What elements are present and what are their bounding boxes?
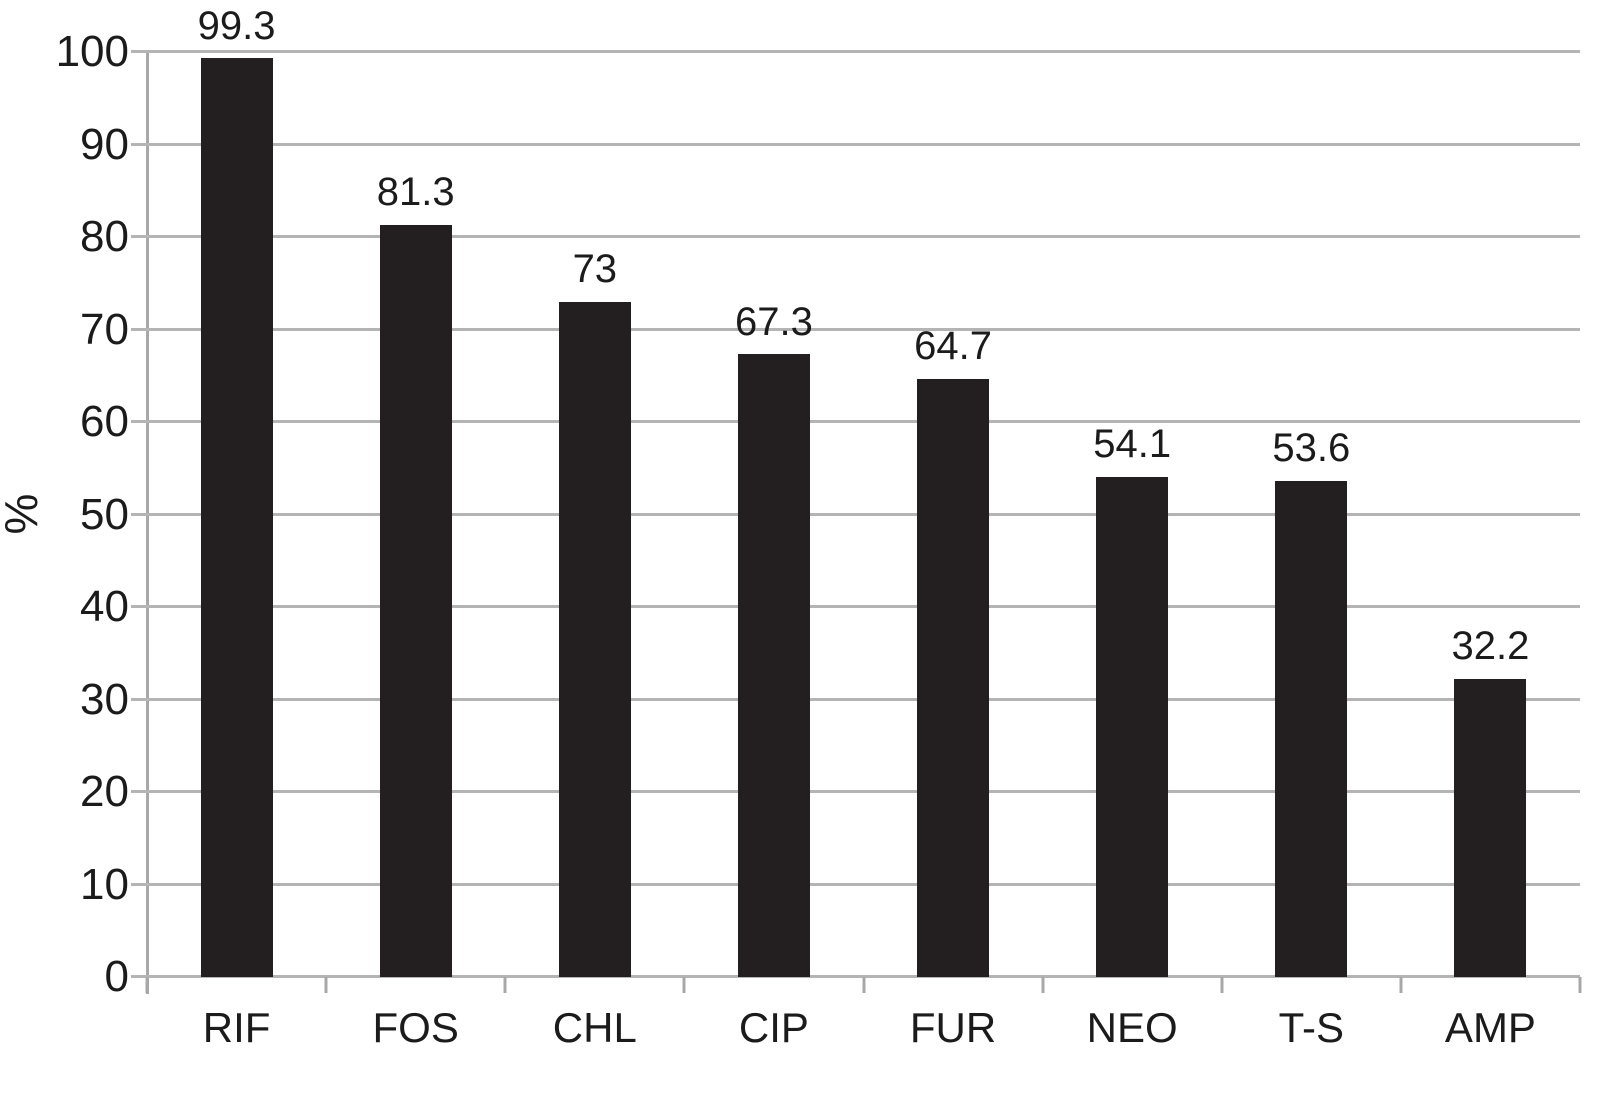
x-category-label: CHL [552,1004,637,1051]
x-axis-tick [324,977,328,993]
y-tick-label: 90 [80,119,129,169]
y-axis-line [146,52,149,994]
bar-value-label: 99.3 [197,3,276,48]
gridline [131,790,1580,793]
bar-value-label: 81.3 [376,170,455,215]
bar-cip [737,354,810,977]
bar-t-s [1275,481,1348,977]
gridline [131,142,1580,146]
y-tick-label: 40 [80,582,129,631]
gridline [131,235,1580,238]
gridline [131,327,1580,331]
plot-area: 0 10 20 30 40 50 60 70 80 90 100 99.3 RIF 81.3 FOS 73 CH… [56,4,1582,1051]
y-tick-label: 50 [80,489,129,539]
x-axis-tick [1220,977,1224,993]
x-axis-tick [503,977,507,993]
y-axis-title: % [0,493,48,535]
y-tick-label: 80 [80,212,129,261]
bar-fur [917,378,990,977]
x-axis-tick [1399,977,1403,993]
y-tick-label: 100 [55,27,129,76]
x-category-label: NEO [1086,1004,1178,1051]
x-axis-tick [1578,977,1582,993]
bar-value-label: 53.6 [1272,426,1351,471]
gridline [131,605,1580,608]
y-tick-label: 30 [80,674,129,724]
y-tick-label: 10 [80,859,129,909]
bar-value-label: 73 [572,246,618,291]
bar-value-label: 32.2 [1451,624,1530,669]
gridline [131,50,1580,53]
y-tick-label: 70 [80,304,129,354]
x-category-label: RIF [202,1004,271,1051]
bar-fos [379,224,452,977]
x-category-label: CIP [738,1004,809,1051]
x-category-label: AMP [1444,1004,1536,1051]
x-axis-line [131,975,1580,978]
y-tick-label: 0 [104,952,129,1001]
x-category-label: FOS [372,1004,459,1051]
bar-neo [1096,476,1169,977]
x-category-label: T-S [1278,1004,1344,1051]
gridline [131,697,1580,701]
x-axis-tick [682,977,686,993]
bar-amp [1454,679,1527,977]
bar-rif [200,58,273,977]
bar-value-label: 67.3 [735,299,813,344]
bar-chl [558,301,631,977]
gridline [131,512,1580,516]
gridline [131,882,1580,886]
x-axis-tick [862,977,865,993]
y-tick-label: 60 [80,397,129,446]
x-axis-tick [145,977,149,993]
bar-value-label: 54.1 [1093,421,1172,466]
x-category-label: FUR [909,1004,997,1051]
bar-value-label: 64.7 [914,323,992,368]
x-axis-tick [1041,977,1045,993]
gridline [131,420,1580,423]
y-tick-label: 20 [80,767,129,816]
